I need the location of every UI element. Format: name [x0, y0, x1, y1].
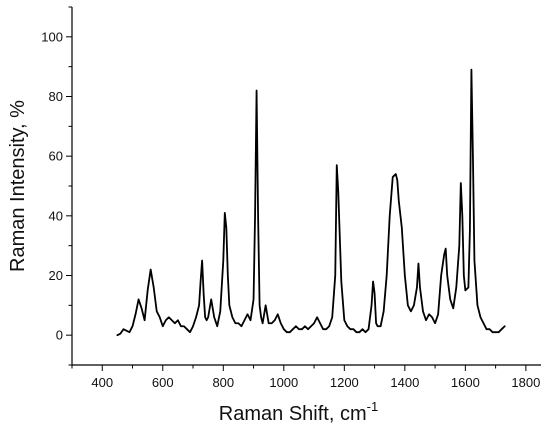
x-tick-label: 400	[91, 375, 113, 390]
x-tick-label: 1400	[390, 375, 419, 390]
y-tick-label: 0	[56, 328, 63, 343]
x-axis-title-text: Raman Shift, cm	[219, 403, 367, 425]
x-axis-title: Raman Shift, cm-1	[219, 399, 378, 425]
x-tick-label: 1800	[511, 375, 540, 390]
y-tick-label: 80	[49, 89, 63, 104]
x-axis-title-superscript: -1	[367, 399, 379, 414]
x-tick-label: 1600	[451, 375, 480, 390]
y-tick-label: 100	[41, 29, 63, 44]
series-layer	[116, 68, 506, 337]
axis-labels: Raman Intensity, % Raman Shift, cm-1	[7, 100, 378, 425]
x-tick-label: 800	[212, 375, 234, 390]
y-tick-label: 40	[49, 208, 63, 223]
y-tick-label: 20	[49, 268, 63, 283]
y-axis-title: Raman Intensity, %	[7, 100, 29, 272]
x-tick-label: 1200	[330, 375, 359, 390]
x-tick-label: 1000	[269, 375, 298, 390]
x-tick-label: 600	[152, 375, 174, 390]
ticks: 400 600 800 1000 1200 1400 1600 1800 0 20 40 60 80 10…	[41, 6, 540, 390]
y-tick-label: 60	[49, 149, 63, 164]
spectrum-line	[116, 68, 506, 337]
